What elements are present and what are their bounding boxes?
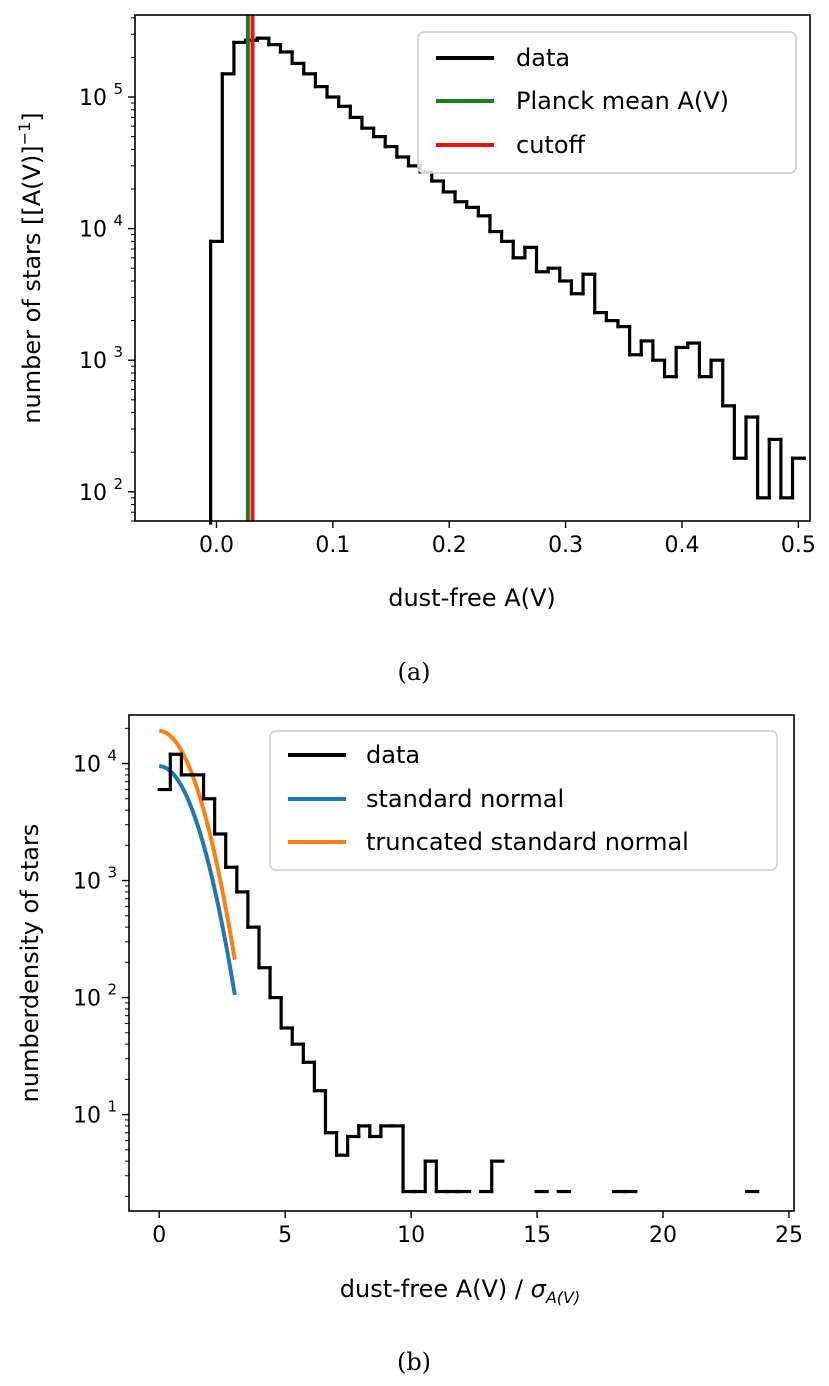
x-tick-label-0: 0.0 (199, 533, 234, 558)
legend-label-cutoff: cutoff (516, 131, 586, 159)
x-tick-label-1: 5 (278, 1223, 292, 1248)
y-tick-label-1: 10 (79, 349, 107, 374)
x-axis-label-b: dust-free A(V) / σA(V) (340, 1275, 580, 1307)
x-tick-label-3: 15 (523, 1223, 551, 1248)
legend-label-data: data (516, 44, 570, 72)
legend-b: data standard normal truncated standard … (269, 730, 778, 871)
y-tick-exp-1: 2 (107, 981, 117, 999)
legend-box-a (417, 31, 797, 174)
x-tick-label-5: 25 (775, 1223, 803, 1248)
y-tick-label-3: 10 (73, 753, 101, 778)
x-tick-label-0: 0 (152, 1223, 166, 1248)
caption-b: (b) (397, 1348, 431, 1376)
legend-label-data-b: data (366, 741, 420, 769)
y-tick-exp-0: 2 (113, 475, 123, 493)
y-tick-exp-3: 4 (107, 747, 117, 765)
y-tick-exp-2: 4 (113, 212, 123, 230)
y-tick-label-3: 10 (79, 86, 107, 111)
y-axis-label-b: numberdensity of stars (16, 824, 44, 1103)
curve-truncated-normal (159, 728, 237, 960)
plot-frame-a (134, 14, 811, 522)
x-tick-label-5: 0.5 (781, 533, 816, 558)
y-tick-exp-3: 5 (113, 80, 123, 98)
x-axis-label-a: dust-free A(V) (388, 584, 556, 612)
y-tick-exp-1: 3 (113, 343, 123, 361)
legend-a: data Planck mean A(V) cutoff (417, 31, 797, 174)
legend-box-b (269, 730, 778, 871)
x-tick-label-2: 10 (397, 1223, 425, 1248)
plot-frame-b (128, 714, 795, 1212)
curve-standard-normal (159, 764, 237, 996)
legend-label-truncated-normal: truncated standard normal (366, 828, 689, 856)
caption-a: (a) (397, 658, 430, 686)
y-tick-label-2: 10 (73, 870, 101, 895)
y-tick-label-0: 10 (79, 481, 107, 506)
panel-a: 0.0 0.1 0.2 0.3 0.4 0.5 10 2 10 3 10 4 10 5 data Plan… (15, 14, 816, 686)
x-tick-label-1: 0.1 (315, 533, 350, 558)
panel-b: 0 5 10 15 20 25 10 1 10 2 10 3 10 4 data standard nor… (16, 714, 803, 1376)
y-tick-label-0: 10 (73, 1104, 101, 1129)
x-tick-label-4: 20 (649, 1223, 677, 1248)
y-tick-label-1: 10 (73, 987, 101, 1012)
y-tick-label-2: 10 (79, 218, 107, 243)
y-tick-exp-2: 3 (107, 864, 117, 882)
y-axis-label-a: number of stars [[A(V)]−1] (15, 112, 46, 423)
x-tick-label-2: 0.2 (432, 533, 467, 558)
x-tick-label-3: 0.3 (548, 533, 583, 558)
legend-label-planck: Planck mean A(V) (516, 87, 729, 115)
y-tick-exp-0: 1 (107, 1098, 117, 1116)
legend-label-standard-normal: standard normal (366, 785, 564, 813)
x-tick-label-4: 0.4 (664, 533, 699, 558)
